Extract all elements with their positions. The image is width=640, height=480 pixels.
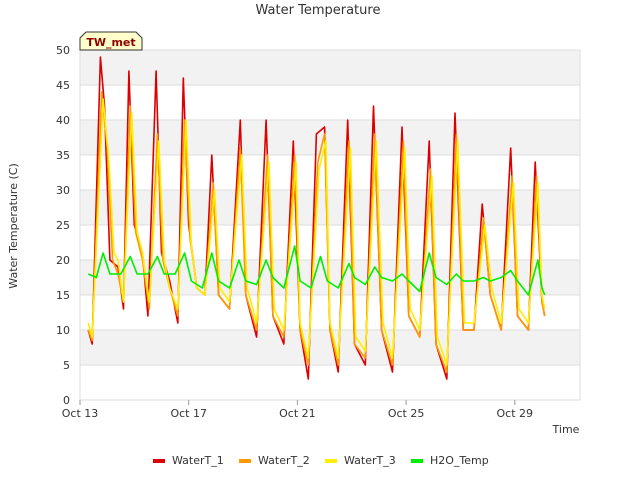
legend-swatch (411, 459, 423, 463)
series-line-watert-3 (87, 98, 546, 366)
legend-item-h2o-temp: H2O_Temp (411, 454, 489, 467)
series-line-watert-2 (87, 91, 546, 373)
plot-band (80, 155, 580, 190)
y-tick-label: 35 (56, 149, 70, 162)
plot-band (80, 190, 580, 225)
plot-band (80, 365, 580, 400)
chart-title: Water Temperature (256, 3, 381, 18)
plot-band (80, 50, 580, 85)
plot-band (80, 85, 580, 120)
y-tick-label: 5 (63, 359, 70, 372)
station-badge-shape (79, 31, 143, 51)
x-tick-label: Oct 29 (497, 407, 534, 420)
y-tick-label: 30 (56, 184, 70, 197)
legend-swatch (153, 459, 165, 463)
y-tick-label: 40 (56, 114, 70, 127)
y-tick-label: 0 (63, 394, 70, 407)
plot-band (80, 330, 580, 365)
legend-label: H2O_Temp (430, 454, 489, 467)
y-tick-label: 15 (56, 289, 70, 302)
legend-label: WaterT_1 (172, 454, 224, 467)
legend-item-watert-1: WaterT_1 (153, 454, 224, 467)
legend-item-watert-3: WaterT_3 (325, 454, 396, 467)
x-tick-label: Oct 17 (170, 407, 207, 420)
y-tick-label: 20 (56, 254, 70, 267)
y-tick-label: 45 (56, 79, 70, 92)
series-line-h2o-temp (87, 245, 546, 296)
legend-label: WaterT_3 (344, 454, 396, 467)
series-layer (87, 56, 546, 380)
legend-label: WaterT_2 (258, 454, 310, 467)
legend-swatch (239, 459, 251, 463)
legend: WaterT_1 WaterT_2 WaterT_3 H2O_Temp (153, 454, 489, 467)
y-tick-label: 10 (56, 324, 70, 337)
station-badge-label: TW_met (86, 36, 135, 49)
legend-item-watert-2: WaterT_2 (239, 454, 310, 467)
x-tick-label: Oct 21 (279, 407, 316, 420)
x-tick-label: Oct 25 (388, 407, 425, 420)
plot-band (80, 120, 580, 155)
y-axis-label: Water Temperature (C) (7, 163, 20, 288)
station-badge: TW_met (79, 31, 143, 51)
x-tick-label: Oct 13 (62, 407, 99, 420)
x-axis-label: Time (552, 423, 580, 436)
x-axis-ticks: Oct 13 Oct 17 Oct 21 Oct 25 Oct 29 (62, 400, 533, 420)
y-axis-ticks: 0 5 10 15 20 25 30 35 40 45 50 (56, 44, 70, 407)
y-tick-label: 25 (56, 219, 70, 232)
y-tick-label: 50 (56, 44, 70, 57)
legend-swatch (325, 459, 337, 463)
